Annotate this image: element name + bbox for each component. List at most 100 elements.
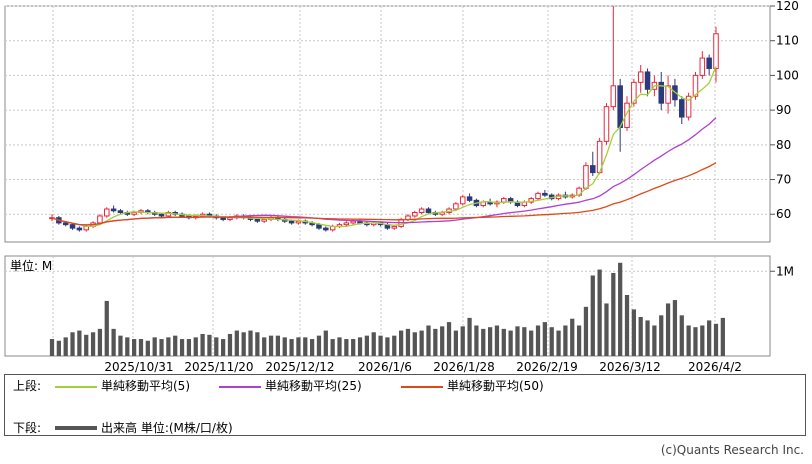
volume-bar	[70, 332, 75, 356]
candle-body	[713, 33, 719, 69]
volume-bar	[282, 337, 287, 356]
candle-body	[165, 212, 172, 217]
candle-body	[418, 208, 425, 214]
volume-bar	[337, 337, 342, 356]
legend-upper-label: 上段:	[13, 379, 42, 393]
volume-bar	[118, 335, 123, 356]
candle-body	[658, 81, 664, 104]
candle-body	[76, 227, 83, 231]
volume-bar	[713, 323, 719, 356]
volume-bar	[440, 326, 445, 356]
volume-bar	[234, 330, 239, 356]
x-tick-label: 2025/12/12	[265, 360, 334, 374]
legend-box: 上段: 単純移動平均(5) 単純移動平均(25) 単純移動平均(50) 下段: …	[4, 374, 806, 436]
candle-body	[644, 71, 651, 90]
x-tick-label: 2026/1/28	[433, 360, 495, 374]
volume-bar	[433, 328, 438, 356]
x-tick-label: 2025/10/31	[104, 360, 173, 374]
volume-bar	[268, 335, 274, 356]
volume-bar	[474, 325, 479, 356]
volume-bar	[419, 330, 424, 356]
volume-bar	[221, 339, 226, 356]
legend-line-ma5	[55, 386, 97, 388]
price-tick-label: 80	[776, 138, 791, 152]
volume-bar	[638, 317, 643, 356]
volume-bar	[138, 339, 144, 356]
candle-body	[131, 212, 137, 215]
volume-bar	[604, 303, 609, 356]
legend-line-ma50	[401, 386, 443, 388]
candle-body	[350, 220, 356, 224]
candle-body	[104, 208, 110, 217]
volume-bar	[679, 315, 684, 356]
volume-bar	[351, 339, 356, 356]
volume-bar	[659, 315, 664, 356]
candle-body	[391, 225, 398, 229]
volume-bar	[720, 317, 725, 356]
volume-bar	[652, 325, 657, 356]
volume-bar	[125, 337, 130, 356]
x-tick-label: 2026/1/6	[358, 360, 412, 374]
volume-bar	[570, 318, 575, 356]
volume-bar	[700, 325, 705, 356]
candle-body	[603, 106, 610, 142]
volume-bar	[262, 337, 267, 356]
volume-bar	[159, 339, 164, 356]
ma25-line	[51, 117, 717, 226]
volume-bar	[624, 294, 630, 356]
x-tick-label: 2026/2/19	[516, 360, 578, 374]
volume-bar	[200, 333, 205, 356]
volume-bar	[207, 334, 212, 356]
candle-body	[295, 220, 302, 224]
candle-body	[624, 102, 630, 128]
volume-bar	[590, 275, 595, 356]
volume-bar	[645, 320, 650, 356]
legend-line-ma25	[219, 386, 261, 388]
volume-bar	[316, 335, 322, 356]
candle-body	[665, 85, 671, 104]
volume-tick-label: 1M	[776, 264, 794, 278]
volume-bar	[97, 328, 103, 356]
legend-ma50-label: 単純移動平均(50)	[447, 379, 544, 393]
candle-body	[220, 217, 226, 220]
candle-body	[323, 227, 329, 231]
volume-bar	[248, 330, 253, 356]
candle-body	[316, 224, 322, 229]
volume-bar	[693, 327, 698, 356]
candle-body	[528, 198, 534, 203]
volume-bar	[487, 327, 493, 356]
moving-averages	[51, 66, 717, 228]
volume-bar	[707, 320, 712, 356]
volume-bar	[529, 330, 534, 356]
volume-bar	[481, 328, 486, 356]
volume-bar	[275, 335, 281, 356]
price-frame	[4, 5, 771, 243]
volume-bar	[56, 340, 61, 356]
candle-body	[637, 71, 644, 83]
volume-bar	[535, 325, 541, 356]
volume-bar	[412, 332, 417, 356]
candlesticks	[49, 6, 719, 232]
price-grid	[4, 5, 771, 243]
volume-bar	[686, 325, 691, 356]
volume-bar	[323, 330, 328, 356]
volume-bar	[344, 339, 349, 356]
volume-bar	[63, 337, 68, 356]
credit-text: (c)Quants Research Inc.	[660, 443, 804, 457]
candle-body	[466, 196, 473, 201]
legend-ma5-label: 単純移動平均(5)	[101, 379, 190, 393]
price-tick-label: 70	[776, 173, 791, 187]
candle-body	[583, 165, 589, 189]
legend-ma25-label: 単純移動平均(25)	[265, 379, 362, 393]
volume-bar	[152, 337, 157, 356]
volume-bar	[166, 337, 171, 356]
volume-unit-label: 単位: M	[10, 259, 53, 273]
volume-bar	[132, 339, 137, 356]
volume-bar	[405, 328, 411, 356]
price-tick-label: 100	[776, 68, 799, 82]
volume-bar	[49, 339, 55, 356]
volume-bar	[364, 335, 370, 356]
candle-body	[117, 210, 124, 214]
